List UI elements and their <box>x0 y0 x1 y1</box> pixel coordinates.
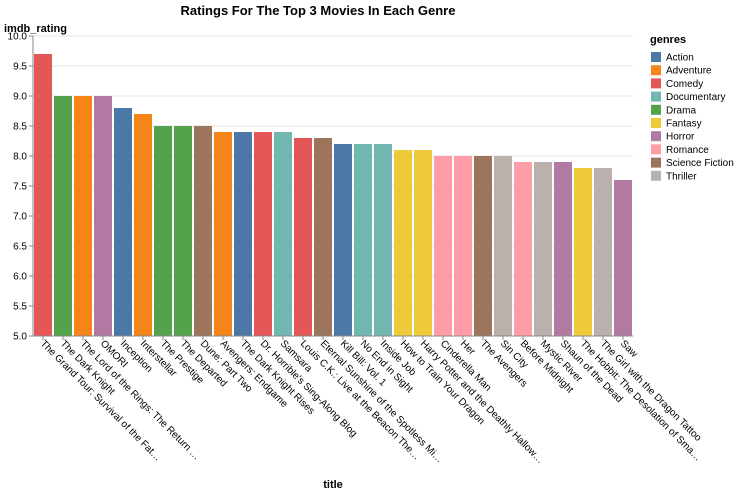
legend-label: Romance <box>666 145 709 156</box>
bar <box>374 144 392 336</box>
legend-swatch <box>651 131 661 142</box>
legend-label: Documentary <box>666 92 725 103</box>
legend-label: Comedy <box>666 79 703 90</box>
bar <box>434 156 452 336</box>
y-tick-label: 6.0 <box>13 272 27 283</box>
legend-swatch <box>651 65 661 76</box>
legend-label: Fantasy <box>666 119 702 130</box>
legend-title: genres <box>650 34 686 46</box>
legend-label: Drama <box>666 105 696 116</box>
bar <box>554 162 572 336</box>
legend-swatch <box>651 118 661 128</box>
legend-swatch <box>651 104 661 115</box>
legend-label: Adventure <box>666 66 712 77</box>
y-tick-label: 6.5 <box>13 242 27 253</box>
legend-label: Science Fiction <box>666 158 734 169</box>
bar <box>614 180 632 336</box>
bars <box>34 54 632 336</box>
bar <box>474 156 492 336</box>
legend: genres Action Adventure Comedy Documentary D… <box>650 34 734 182</box>
bar <box>494 156 512 336</box>
y-tick-label: 10.0 <box>8 32 28 43</box>
bar <box>194 126 212 336</box>
bar <box>534 162 552 336</box>
y-tick-label: 8.0 <box>13 152 27 163</box>
chart-title: Ratings For The Top 3 Movies In Each Gen… <box>181 3 456 18</box>
legend-label: Action <box>666 53 694 64</box>
bar <box>294 138 312 336</box>
legend-swatch <box>651 78 661 89</box>
bar <box>34 54 52 336</box>
legend-swatch <box>651 52 661 62</box>
legend-swatch <box>651 170 661 181</box>
y-tick-label: 7.0 <box>13 212 27 223</box>
y-tick-label: 5.5 <box>13 302 27 313</box>
y-tick-label: 7.5 <box>13 182 27 193</box>
bar <box>314 138 332 336</box>
legend-swatch <box>651 157 661 168</box>
legend-swatch <box>651 144 661 155</box>
bar <box>174 126 192 336</box>
bar <box>114 108 132 336</box>
bar <box>274 132 292 336</box>
bar <box>214 132 232 336</box>
x-tick-label: Harry Potter and the Deathly Hallow… <box>418 338 546 466</box>
y-axis: 5.0 5.5 6.0 6.5 7.0 7.5 8.0 8.5 9.0 9.5 10.0 <box>8 32 34 343</box>
bar <box>154 126 172 336</box>
bar <box>574 168 592 336</box>
bar <box>74 96 92 336</box>
bar <box>134 114 152 336</box>
y-tick-label: 5.0 <box>13 332 27 343</box>
y-tick-label: 9.0 <box>13 92 27 103</box>
x-axis-title: title <box>323 479 343 491</box>
bar <box>234 132 252 336</box>
y-tick-label: 8.5 <box>13 122 27 133</box>
x-tick-label: The Hobbit: The Desolation of Sma… <box>578 338 703 463</box>
bar <box>54 96 72 336</box>
bar <box>514 162 532 336</box>
bar <box>394 150 412 336</box>
y-tick-label: 9.5 <box>13 62 27 73</box>
bar <box>414 150 432 336</box>
bar <box>594 168 612 336</box>
bar <box>454 156 472 336</box>
x-axis: The Grand Tour: Survival of the Fat…The … <box>33 335 704 466</box>
bar <box>94 96 112 336</box>
y-axis-title: imdb_rating <box>4 23 67 35</box>
bar <box>254 132 272 336</box>
legend-label: Thriller <box>666 171 697 182</box>
bar <box>334 144 352 336</box>
legend-swatch <box>651 91 661 102</box>
bar <box>354 144 372 336</box>
legend-label: Horror <box>666 132 695 143</box>
